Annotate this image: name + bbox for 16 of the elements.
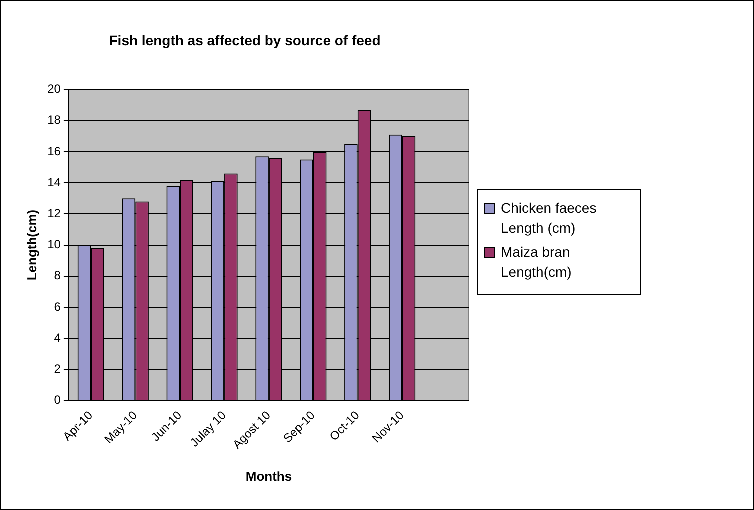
y-axis-title: Length(cm): [24, 210, 40, 281]
y-tick-label: 4: [54, 330, 62, 345]
y-tick-label: 18: [48, 113, 62, 128]
y-tick-label: 10: [48, 238, 62, 252]
y-tick-label: 20: [48, 82, 62, 96]
y-tick-label: 6: [54, 300, 62, 314]
y-tick-label: 8: [54, 268, 62, 283]
y-tick-label: 14: [48, 175, 62, 190]
chart-title: Fish length as affected by source of feed: [109, 32, 381, 48]
y-tick-label: 0: [54, 393, 62, 408]
x-axis-title: Months: [246, 468, 292, 484]
y-tick-label: 12: [48, 206, 62, 220]
legend-label: Maiza bran Length(cm): [501, 243, 573, 282]
y-tick-label: 16: [48, 144, 62, 158]
y-tick-label: 2: [54, 362, 62, 376]
legend-label: Chicken faeces Length (cm): [501, 199, 598, 238]
